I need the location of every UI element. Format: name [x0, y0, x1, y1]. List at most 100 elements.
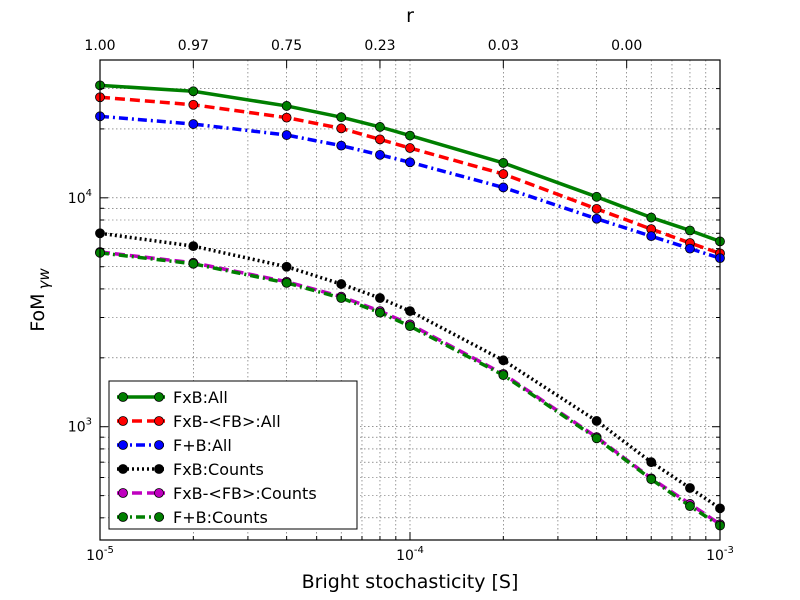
data-point	[336, 123, 347, 134]
data-point	[498, 169, 509, 179]
legend-entry: FxB:Counts	[117, 460, 264, 479]
legend-entry: F+B:All	[117, 436, 232, 455]
data-point	[498, 182, 509, 193]
data-point	[591, 191, 602, 202]
data-point	[646, 231, 657, 242]
data-point	[591, 203, 602, 214]
data-point	[498, 355, 509, 366]
data-point	[405, 321, 415, 332]
data-point	[336, 279, 347, 289]
legend-marker	[154, 416, 164, 426]
legend-marker	[118, 464, 128, 474]
y-axis-title-main: FoM	[27, 293, 49, 331]
series-0	[95, 80, 725, 247]
legend-box	[108, 380, 358, 530]
data-point	[405, 130, 415, 141]
series-line	[99, 251, 721, 528]
top-tick-label: 0.00	[611, 38, 642, 54]
legend-marker	[118, 512, 128, 522]
data-point	[281, 130, 292, 140]
x-tick-label: 10-3	[706, 545, 734, 564]
data-point	[646, 457, 657, 468]
data-point	[375, 149, 385, 160]
series-line	[99, 95, 721, 256]
legend-label: F+B:Counts	[173, 508, 268, 527]
data-point	[646, 474, 657, 485]
y-tick-label: 103	[68, 417, 92, 436]
top-tick-label: 0.03	[488, 38, 519, 54]
x-tick-label: 10-5	[86, 545, 114, 564]
legend-label: F+B:All	[173, 436, 232, 455]
x-tick-label-base: 10	[396, 548, 414, 564]
series-3	[95, 228, 725, 514]
legend-marker	[118, 392, 128, 402]
legend-marker	[154, 392, 164, 402]
data-point	[685, 243, 695, 254]
data-point	[405, 157, 415, 168]
data-point	[281, 101, 292, 111]
data-point	[336, 112, 347, 123]
legend-label: FxB-<FB>:All	[173, 412, 281, 431]
top-tick-label: 0.75	[271, 38, 302, 54]
data-point	[646, 212, 657, 223]
legend-marker	[118, 416, 128, 426]
legend-entry: FxB-<FB>:All	[117, 412, 281, 431]
data-point	[188, 119, 199, 129]
data-point	[188, 86, 199, 97]
x-tick-label: 10-4	[396, 545, 424, 564]
x-tick-label-exp: -4	[414, 545, 424, 556]
y-tick-label-base: 10	[68, 420, 86, 436]
series-line	[99, 114, 721, 260]
legend-marker	[118, 440, 128, 450]
data-point	[591, 213, 602, 224]
data-point	[375, 122, 385, 132]
data-point	[375, 134, 385, 145]
x-tick-label-exp: -3	[724, 545, 734, 556]
data-point	[188, 241, 199, 252]
data-point	[685, 501, 695, 512]
data-point	[405, 306, 415, 316]
top-tick-label: 0.97	[178, 38, 209, 54]
data-point	[336, 293, 347, 303]
data-point	[405, 143, 415, 153]
legend-entry: F+B:Counts	[117, 508, 268, 527]
legend-marker	[118, 488, 128, 498]
data-point	[498, 158, 509, 168]
data-point	[375, 293, 385, 303]
top-tick-label: 0.23	[364, 38, 395, 54]
top-tick-label: 1.00	[84, 38, 115, 54]
y-tick-label-exp: 3	[86, 417, 92, 428]
data-point	[188, 258, 199, 269]
legend-marker	[154, 512, 164, 522]
y-axis-title: FoM γw	[27, 268, 53, 332]
series-layer	[95, 80, 725, 531]
data-point	[281, 112, 292, 123]
data-point	[281, 277, 292, 288]
y-tick-label-exp: 4	[86, 188, 92, 199]
x-axis-title: Bright stochasticity [S]	[302, 571, 519, 593]
data-point	[591, 416, 602, 426]
y-axis-title-subscript: γw	[35, 268, 53, 290]
x-tick-label-base: 10	[86, 548, 104, 564]
y-tick-label-base: 10	[68, 191, 86, 207]
data-point	[591, 433, 602, 444]
top-axis-title: r	[406, 5, 414, 27]
x-tick-label-exp: -5	[104, 545, 114, 556]
legend-entry: FxB:All	[117, 388, 228, 407]
data-point	[498, 370, 509, 381]
x-tick-label-base: 10	[706, 548, 724, 564]
data-point	[188, 99, 199, 110]
data-point	[685, 225, 695, 236]
legend-entry: FxB-<FB>:Counts	[117, 484, 317, 503]
data-point	[281, 261, 292, 272]
data-point	[375, 307, 385, 318]
data-point	[336, 140, 347, 151]
y-tick-label: 104	[68, 188, 92, 207]
legend: FxB:All FxB-<FB>:All F+B:All FxB:Counts FxB-…	[108, 380, 358, 530]
legend-label: FxB:Counts	[173, 460, 264, 479]
legend-marker	[154, 440, 164, 450]
legend-marker	[154, 488, 164, 498]
legend-label: FxB-<FB>:Counts	[173, 484, 317, 503]
